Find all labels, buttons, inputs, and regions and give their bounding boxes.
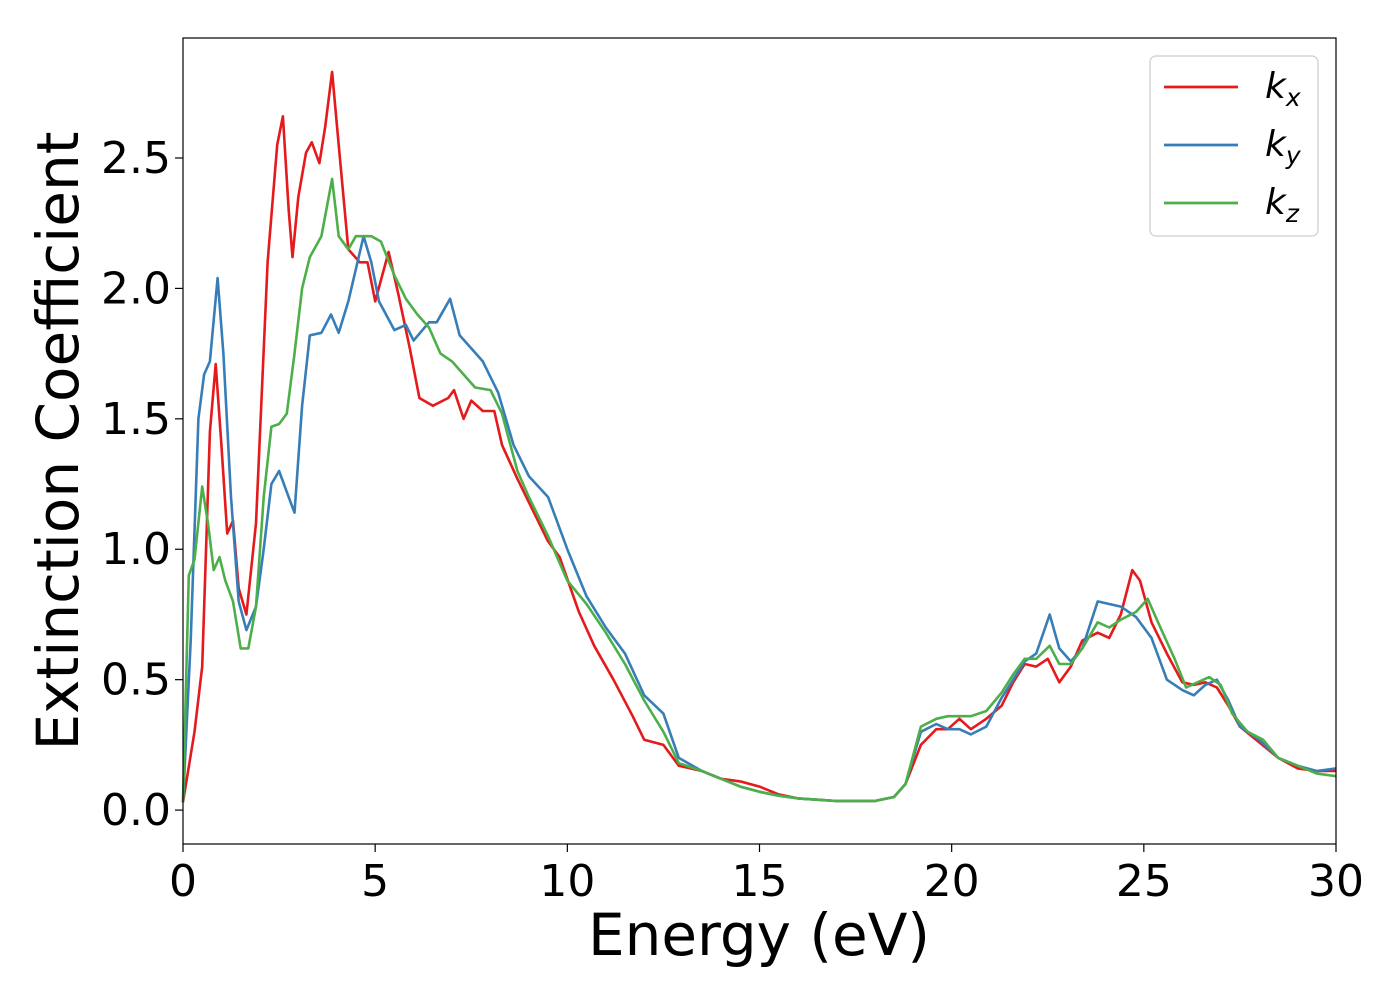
y-tick-label: 0.0 — [101, 785, 171, 836]
x-tick-label: 25 — [1116, 856, 1172, 907]
series-line-z — [181, 177, 1337, 803]
x-tick-label: 30 — [1308, 856, 1364, 907]
x-axis-ticks: 0 5 10 15 20 25 30 — [169, 844, 1364, 907]
x-tick-label: 5 — [361, 856, 389, 907]
x-tick-label: 0 — [169, 856, 197, 907]
series-line-x — [181, 70, 1336, 803]
x-tick-label: 10 — [539, 856, 595, 907]
x-tick-label: 20 — [924, 856, 980, 907]
y-tick-label: 2.0 — [101, 263, 171, 314]
y-tick-label: 1.0 — [101, 524, 171, 575]
y-tick-label: 1.5 — [101, 394, 171, 445]
y-axis-ticks: 0.0 0.5 1.0 1.5 2.0 2.5 — [101, 133, 183, 836]
legend-label-x: kx — [1265, 66, 1301, 112]
series-line-y — [181, 234, 1337, 803]
x-axis-title: Energy (eV) — [588, 901, 930, 969]
y-tick-label: 0.5 — [101, 655, 171, 706]
legend-label-z: kz — [1265, 182, 1300, 228]
legend-label-y: ky — [1265, 124, 1302, 170]
legend: kx ky kz — [1149, 55, 1319, 237]
series-layer — [181, 70, 1337, 803]
y-axis-title: Extinction Coefficient — [24, 132, 92, 751]
y-tick-label: 2.5 — [101, 133, 171, 184]
x-tick-label: 15 — [732, 856, 788, 907]
